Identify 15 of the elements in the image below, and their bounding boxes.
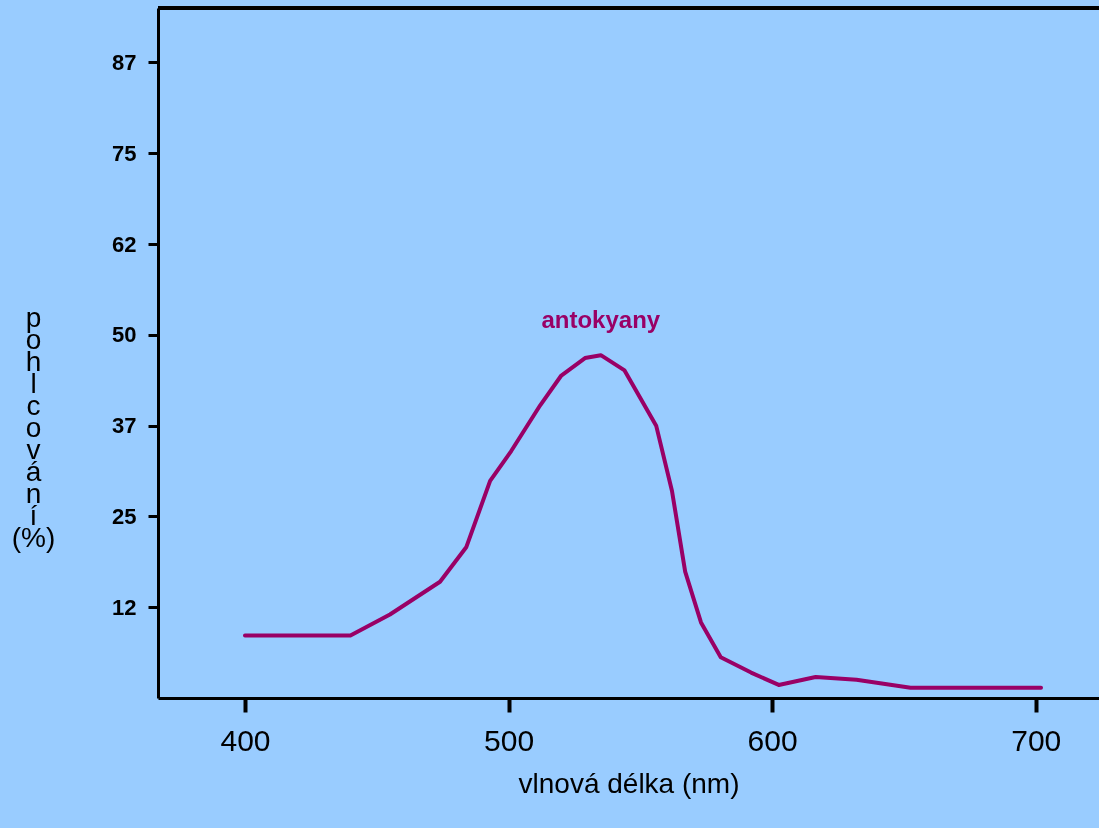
x-axis-title: vlnová délka (nm) <box>518 767 740 799</box>
y-tick-label: 37 <box>112 413 137 439</box>
x-tick-label: 400 <box>220 723 271 757</box>
y-tick-label: 50 <box>112 322 137 348</box>
y-tick-label: 62 <box>112 231 137 257</box>
y-tick-label: 25 <box>112 503 137 529</box>
x-tick-label: 700 <box>1011 723 1062 757</box>
y-tick-label: 87 <box>112 49 137 75</box>
y-tick-label: 12 <box>112 594 137 620</box>
line-series <box>242 353 1044 690</box>
x-tick-label: 600 <box>747 723 798 757</box>
y-tick-label: 75 <box>112 140 137 166</box>
annotation: antokyany <box>541 306 661 334</box>
x-tick-label: 500 <box>484 723 535 757</box>
text: pohlcování (%) <box>11 301 56 553</box>
